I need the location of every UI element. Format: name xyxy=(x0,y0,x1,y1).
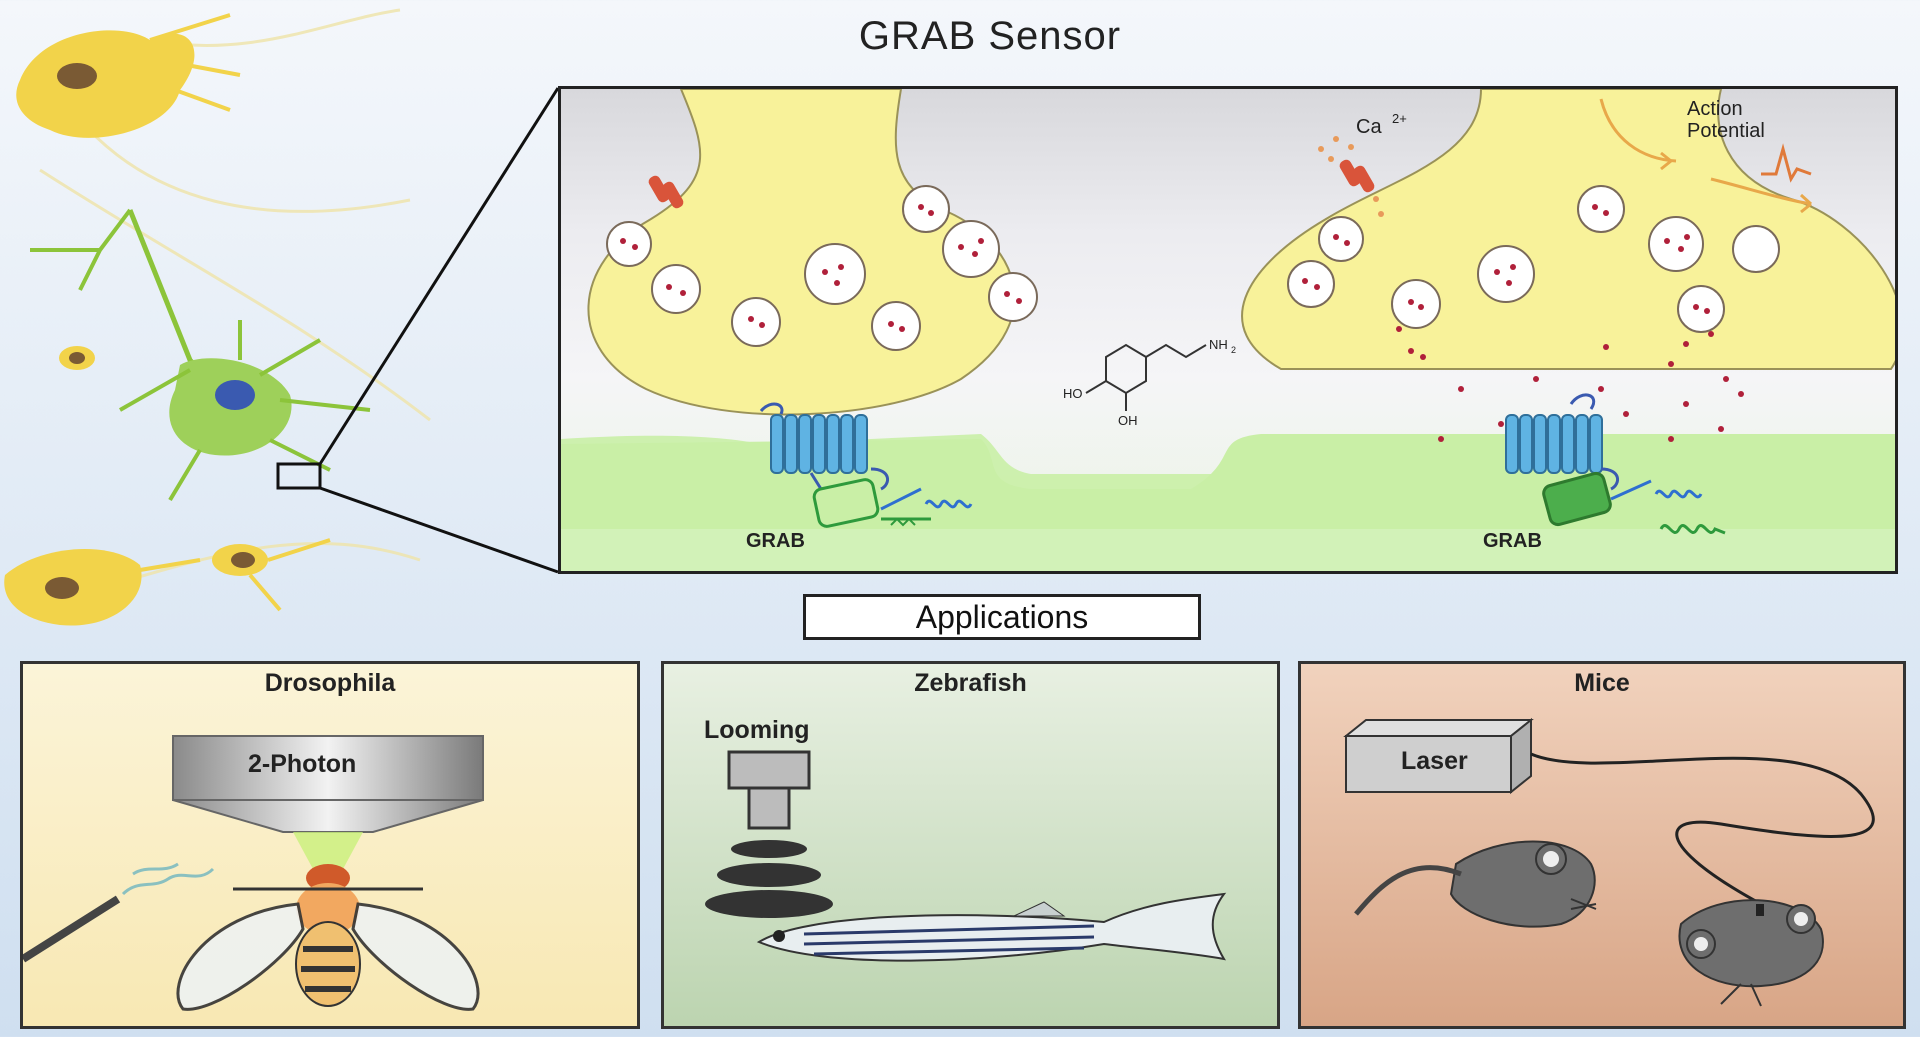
action-potential-label-1: Action xyxy=(1687,98,1743,120)
action-potential-arrows xyxy=(1599,98,1813,214)
zebrafish-title: Zebrafish xyxy=(914,669,1027,697)
molecule-oh-bottom: OH xyxy=(1118,413,1138,428)
optical-fiber xyxy=(1530,752,1875,906)
vesicles-left xyxy=(606,185,1038,351)
neuron-illustration xyxy=(4,8,560,626)
projector-icon xyxy=(727,750,811,830)
calcium-channel-right xyxy=(1318,136,1384,217)
mouse-right xyxy=(1678,899,1824,1007)
vesicles-right xyxy=(1287,185,1780,333)
calcium-label: Ca xyxy=(1356,116,1382,138)
odor-delivery-tube xyxy=(23,862,215,963)
looming-stimulus xyxy=(705,840,833,918)
calcium-superscript: 2+ xyxy=(1392,111,1407,126)
calcium-channel-left xyxy=(648,175,684,209)
dopamine-molecule xyxy=(1085,343,1207,411)
mouse-left xyxy=(1354,840,1597,928)
looming-label: Looming xyxy=(704,716,810,744)
laser-box xyxy=(1343,717,1534,795)
fly-icon xyxy=(176,864,480,1011)
laser-label: Laser xyxy=(1401,747,1468,775)
two-photon-label: 2-Photon xyxy=(248,750,357,778)
zebrafish-panel: Zebrafish Looming xyxy=(661,661,1280,1029)
drosophila-title: Drosophila xyxy=(264,669,396,697)
yellow-neuron-bottom xyxy=(4,538,331,626)
zebrafish-icon xyxy=(756,892,1227,962)
zoom-box xyxy=(276,462,322,490)
green-neuron xyxy=(30,208,371,502)
grab-sensor-right xyxy=(1505,393,1726,535)
microscope-objective xyxy=(172,735,484,869)
applications-label: Applications xyxy=(803,594,1201,640)
grab-label-left: GRAB xyxy=(746,530,805,552)
grab-label-right: GRAB xyxy=(1483,530,1542,552)
drosophila-panel: Drosophila 2-Photon xyxy=(20,661,640,1029)
diagram-title: GRAB Sensor xyxy=(858,14,1122,58)
molecule-oh-left: HO xyxy=(1063,386,1083,401)
grab-sensor-left xyxy=(759,402,973,528)
vesicle-contents-right xyxy=(1302,204,1710,314)
synapse-panel: Ca 2+ Action Potential HO OH NH 2 xyxy=(558,86,1898,574)
mice-panel: Mice Laser xyxy=(1298,661,1906,1029)
action-potential-label-2: Potential xyxy=(1687,120,1765,142)
molecule-nh-label: NH xyxy=(1209,337,1228,352)
molecule-nh-subscript: 2 xyxy=(1231,345,1236,355)
yellow-neuron-top xyxy=(16,13,241,138)
vesicle-contents-left xyxy=(620,204,1022,332)
mice-title: Mice xyxy=(1574,669,1630,697)
